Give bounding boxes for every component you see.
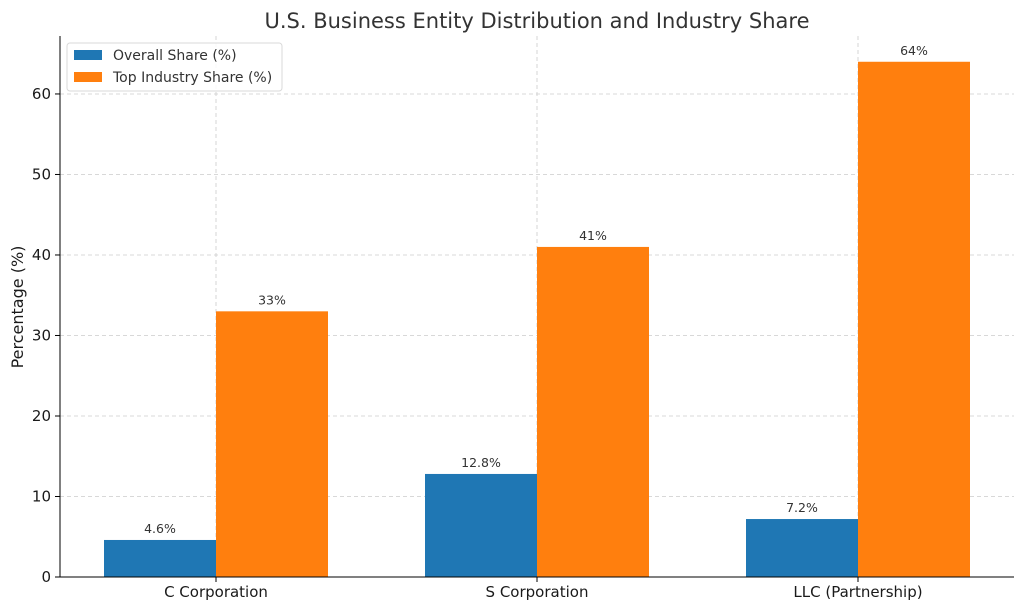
y-tick-label: 60 [32, 85, 51, 103]
legend-swatch [74, 72, 102, 82]
bars [104, 61, 970, 578]
bar-top-industry-share [858, 61, 970, 578]
bar-value-label: 41% [579, 228, 607, 243]
data-labels: 4.6% 12.8% 7.2% 33% 41% 64% [144, 43, 928, 536]
legend-entry: Overall Share (%) [113, 48, 237, 64]
y-tick-label: 10 [32, 487, 51, 505]
tick-labels: 0 10 20 30 40 50 60 C Corporation S Corporation L… [32, 85, 923, 601]
bar-top-industry-share [216, 311, 328, 577]
y-tick-label: 20 [32, 407, 51, 425]
bar-overall-share [746, 519, 858, 577]
bar-value-label: 12.8% [461, 455, 501, 470]
y-tick-label: 40 [32, 246, 51, 264]
chart-title: U.S. Business Entity Distribution and In… [264, 9, 809, 33]
y-axis-label: Percentage (%) [8, 246, 27, 369]
y-tick-label: 50 [32, 165, 51, 183]
legend-box [66, 42, 283, 92]
y-tick-label: 30 [32, 326, 51, 344]
bar-value-label: 4.6% [144, 521, 176, 536]
y-tick-label: 0 [41, 568, 51, 586]
legend-entry: Top Industry Share (%) [112, 70, 272, 86]
bar-top-industry-share [537, 246, 649, 577]
bar-overall-share [104, 539, 216, 577]
bar-overall-share [425, 473, 537, 577]
x-tick-label: LLC (Partnership) [793, 583, 922, 601]
bar-value-label: 64% [900, 43, 928, 58]
x-tick-label: C Corporation [164, 583, 268, 601]
legend-swatch [74, 50, 102, 60]
x-tick-label: S Corporation [486, 583, 589, 601]
bar-value-label: 33% [258, 292, 286, 307]
bar-value-label: 7.2% [786, 500, 818, 515]
legend: Overall Share (%) Top Industry Share (%) [66, 42, 283, 92]
